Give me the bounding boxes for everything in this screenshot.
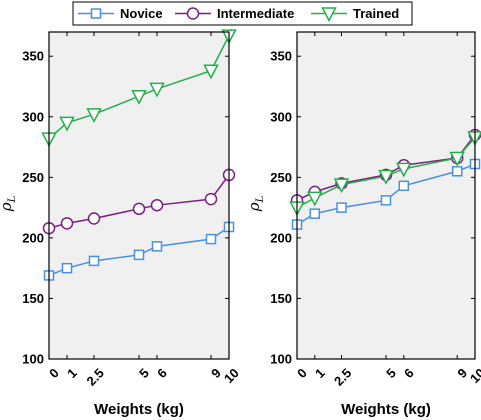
x-tick-label: 9 <box>208 365 224 381</box>
legend: Novice Intermediate Trained <box>72 1 413 26</box>
data-point-trained <box>203 64 219 80</box>
y-tick-label: 200 <box>270 230 292 245</box>
x-tick-label: 6 <box>401 365 417 381</box>
data-point-trained <box>396 162 412 178</box>
chart-panel-right: 100 150 200 250 300 350 0 1 2.5 5 6 910 Weights (kg)… <box>245 31 481 418</box>
data-point-trained <box>86 108 102 123</box>
legend-marker <box>90 8 102 19</box>
y-axis-title-symbol: ρ <box>245 202 263 212</box>
y-tick-label: 350 <box>22 49 44 64</box>
data-point-trained <box>333 178 350 194</box>
y-tick-label: 200 <box>22 230 44 245</box>
legend-entry-trained: Trained <box>311 6 399 23</box>
data-point-novice <box>205 233 217 245</box>
x-tick-label: 0 <box>294 365 310 381</box>
data-point-intermediate <box>60 217 74 230</box>
x-tick-label: 1 <box>64 365 80 381</box>
data-point-novice <box>88 255 100 267</box>
x-tick-label: 10 <box>467 365 481 386</box>
legend-label: Intermediate <box>217 6 294 21</box>
y-axis-title-subscript: L <box>7 195 18 203</box>
legend-label: Trained <box>353 6 399 21</box>
data-point-novice <box>451 166 463 177</box>
data-point-novice <box>133 249 145 261</box>
data-point-trained <box>378 169 394 185</box>
series-trained <box>289 131 481 217</box>
x-tick-label: 1 <box>312 365 328 381</box>
x-tick-label: 5 <box>136 365 152 381</box>
series-trained <box>41 29 237 148</box>
x-tick-label: 10 <box>221 365 242 386</box>
legend-entry-intermediate: Intermediate <box>175 6 294 21</box>
data-point-novice <box>151 241 163 252</box>
data-point-trained <box>449 151 465 167</box>
y-tick-label: 250 <box>270 170 292 185</box>
data-point-intermediate <box>132 202 146 216</box>
x-tick-label: 5 <box>383 365 399 381</box>
y-tick-label: 150 <box>22 291 44 306</box>
x-tick-label: 2.5 <box>84 365 107 388</box>
y-tick-label: 100 <box>22 352 44 367</box>
data-point-trained <box>149 82 165 98</box>
x-tick-label: 0 <box>46 365 62 381</box>
y-tick-label: 100 <box>270 352 292 367</box>
data-point-intermediate <box>150 198 164 212</box>
y-tick-label: 350 <box>270 49 292 64</box>
y-tick-label: 300 <box>22 109 44 124</box>
axes-frame <box>296 31 476 360</box>
data-point-novice <box>309 208 321 219</box>
plot-area <box>49 32 229 359</box>
y-tick-label: 150 <box>270 291 292 306</box>
x-axis-title: Weights (kg) <box>94 401 184 418</box>
chart-panel-left: 100 150 200 250 300 350 0 1 2.5 5 6 910 Weights (kg)… <box>0 29 242 418</box>
legend-marker <box>321 7 337 23</box>
legend-label: Novice <box>120 6 163 21</box>
data-point-intermediate <box>87 212 101 225</box>
x-tick-label: 9 <box>454 365 470 381</box>
data-point-trained <box>307 191 323 207</box>
data-point-trained <box>59 116 75 132</box>
legend-entry-novice: Novice <box>78 6 163 21</box>
legend-marker <box>186 7 200 20</box>
x-axis-title: Weights (kg) <box>341 401 431 418</box>
data-point-novice <box>380 195 392 206</box>
x-tick-label: 6 <box>154 365 170 381</box>
y-axis-title-symbol: ρ <box>0 202 15 212</box>
data-point-trained <box>131 89 147 105</box>
x-tick-label: 2.5 <box>331 365 354 388</box>
y-axis-title: ρL <box>0 195 18 212</box>
data-point-intermediate <box>204 192 218 206</box>
axes-frame <box>48 31 230 360</box>
y-axis-title-subscript: L <box>255 195 266 203</box>
y-axis-title: ρL <box>245 195 266 212</box>
data-point-novice <box>398 180 410 192</box>
y-tick-label: 300 <box>270 109 292 124</box>
data-point-novice <box>336 202 347 213</box>
y-tick-label: 250 <box>22 170 44 185</box>
data-point-novice <box>61 262 73 274</box>
